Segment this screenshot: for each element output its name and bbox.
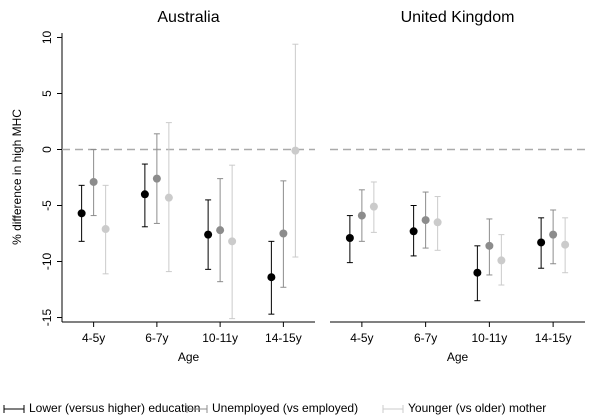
x-tick-label: 10-11y <box>202 331 238 345</box>
point <box>497 256 506 265</box>
y-tick-label: 10 <box>40 30 54 44</box>
point <box>140 190 149 199</box>
point <box>345 233 354 242</box>
x-tick-label: 4-5y <box>82 331 105 345</box>
point <box>473 268 482 277</box>
y-tick-label: 5 <box>40 90 54 97</box>
point <box>204 230 213 239</box>
x-axis-label: Age <box>178 350 200 364</box>
point <box>549 230 558 239</box>
legend-label: Unemployed (vs employed) <box>212 401 358 415</box>
point <box>421 216 430 225</box>
point <box>561 240 570 249</box>
panel-title: Australia <box>157 9 219 26</box>
point <box>433 218 442 227</box>
x-tick-label: 6-7y <box>414 331 437 345</box>
point <box>409 227 418 236</box>
x-tick-label: 14-15y <box>265 331 302 345</box>
y-axis-label: % difference in high MHC <box>10 109 24 245</box>
point <box>357 211 366 220</box>
point <box>216 226 225 235</box>
point <box>77 209 86 218</box>
point <box>101 225 110 234</box>
y-tick-label: -5 <box>40 200 54 211</box>
x-tick-label: 10-11y <box>471 331 507 345</box>
x-tick-label: 6-7y <box>145 331 168 345</box>
panel-title: United Kingdom <box>401 9 515 26</box>
legend-label: Younger (vs older) mother <box>408 401 546 415</box>
point <box>369 202 378 211</box>
point <box>537 238 546 247</box>
point <box>485 241 494 250</box>
x-tick-label: 14-15y <box>535 331 572 345</box>
x-axis-label: Age <box>447 350 469 364</box>
point <box>291 146 300 155</box>
point <box>152 174 161 183</box>
point <box>279 229 288 238</box>
legend-label: Lower (versus higher) education <box>29 401 200 415</box>
y-tick-label: 0 <box>40 146 54 153</box>
y-tick-label: -15 <box>40 309 54 327</box>
point <box>89 177 98 186</box>
x-tick-label: 4-5y <box>350 331 373 345</box>
point <box>164 193 173 202</box>
y-tick-label: -10 <box>40 253 54 271</box>
point <box>267 273 276 282</box>
point <box>228 237 237 246</box>
